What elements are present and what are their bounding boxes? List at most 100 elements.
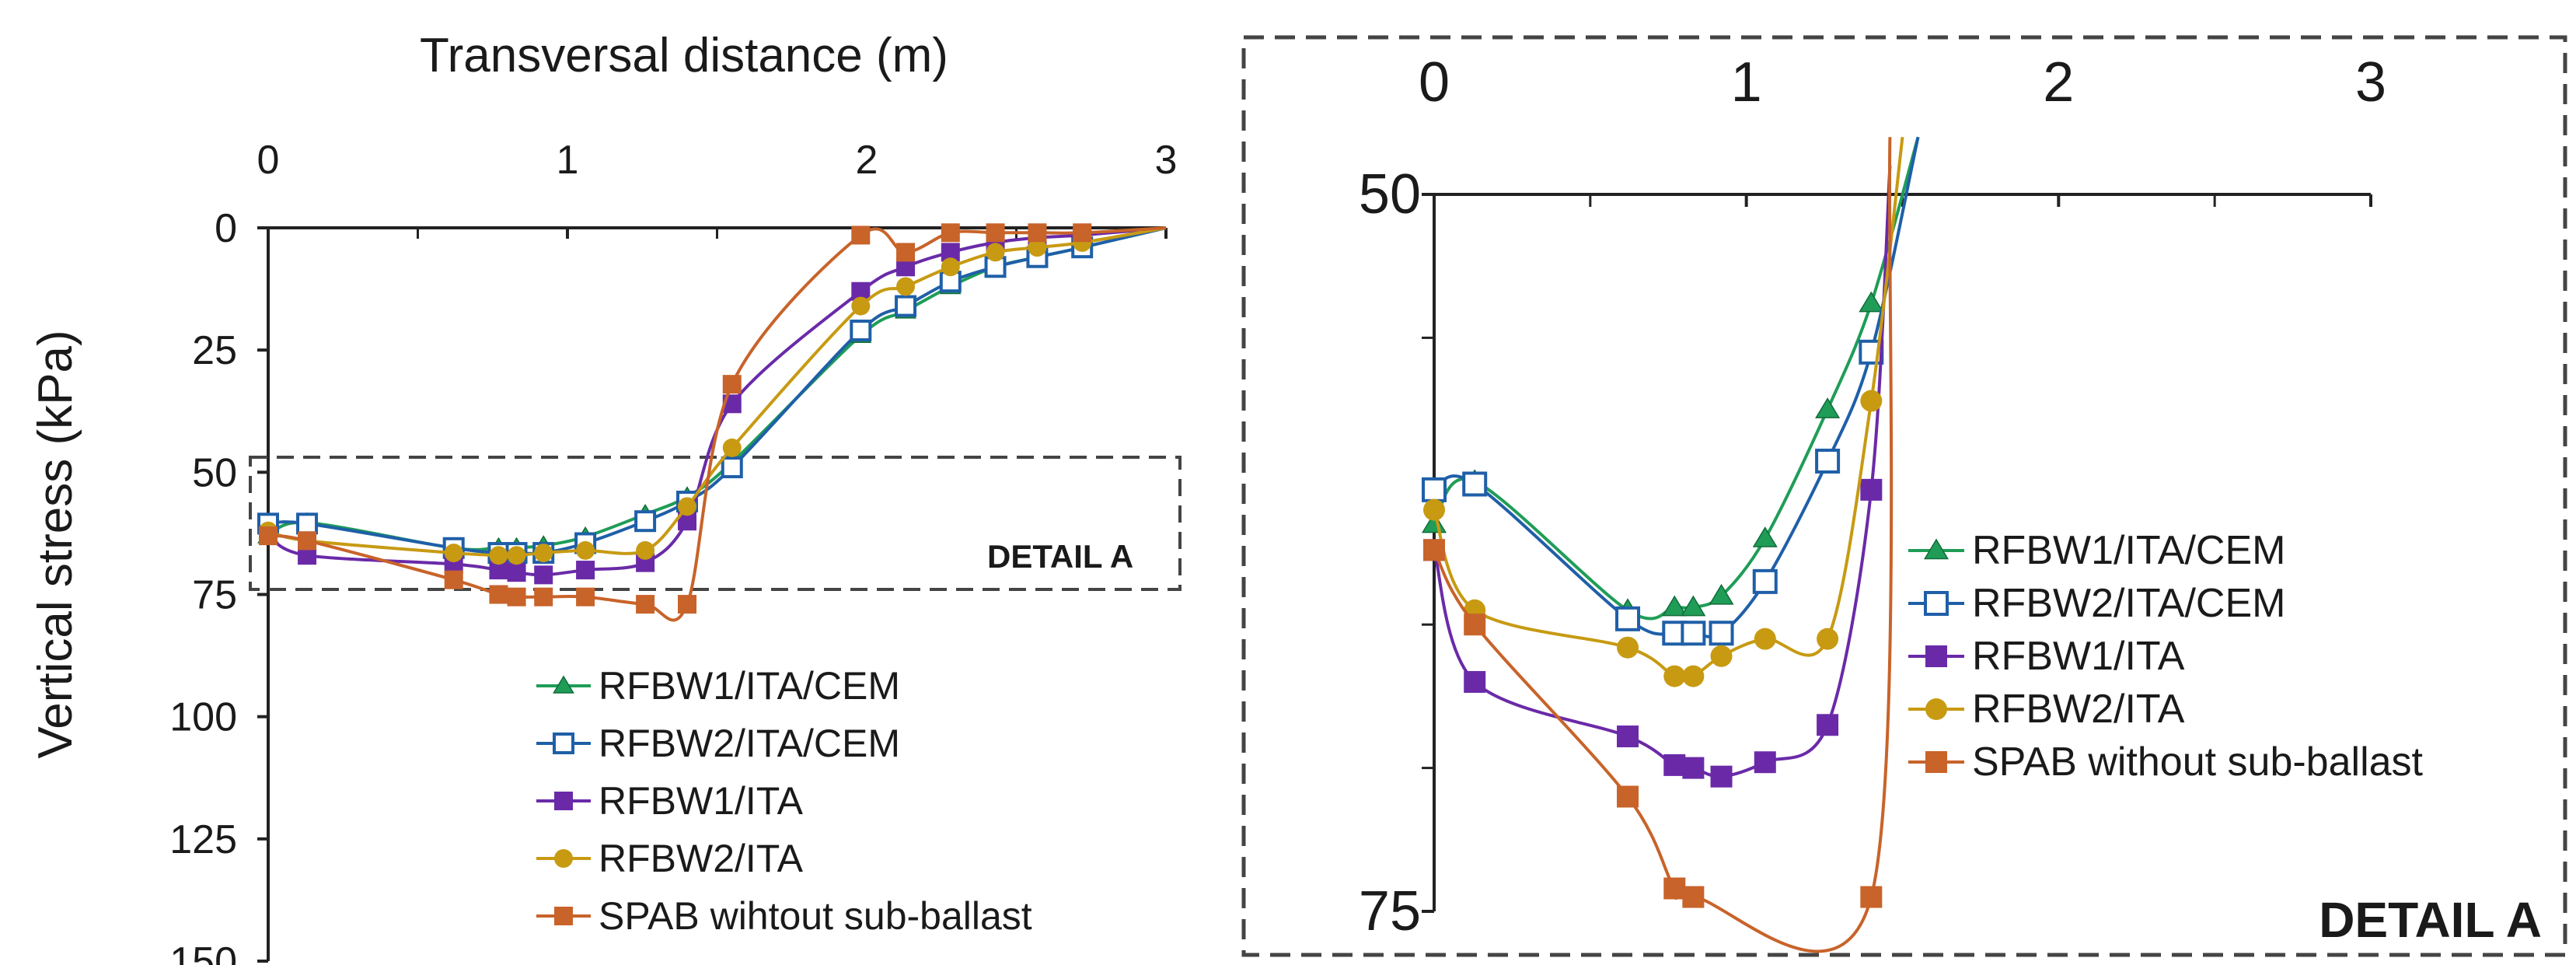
y-ticks: 0 25 50 75 100 125 150 [169,206,268,965]
data-point [1663,753,1686,776]
data-point [534,544,553,563]
data-point [678,595,696,614]
data-point [1710,645,1733,667]
data-point [507,563,526,582]
x-tick-label: 0 [1419,51,1450,114]
data-point [1682,886,1705,908]
data-point [507,587,526,607]
data-point [1682,665,1705,687]
series-rfbw1-ita-cem [257,226,1167,556]
series-line [267,226,1167,577]
legend-item: SPAB without sub-ballast [1908,739,2424,785]
y-tick-label: 25 [192,328,237,373]
legend-label: RFBW1/ITA [599,779,804,823]
data-point [722,438,742,457]
data-point [986,243,1005,262]
x-tick-label: 2 [2043,51,2074,114]
data-point [634,510,657,533]
legend-label: RFBW2/ITA/CEM [599,722,900,765]
y-axis-title: Vertical stress (kPa) [29,330,82,758]
legend-label: RFBW1/ITA/CEM [599,664,900,708]
y-tick-label: 0 [215,206,237,251]
data-point [489,546,508,565]
legend-item: RFBW1/ITA/CEM [536,664,900,708]
x-tick-label: 3 [2355,51,2386,114]
series-rfbw1-ita [1423,166,1892,788]
data-point [850,320,872,342]
data-point [1663,877,1686,900]
x-tick-label: 0 [257,138,280,183]
data-point [1709,583,1734,605]
legend-label: SPAB without sub-ballast [1972,739,2424,785]
data-point [1073,223,1092,243]
data-point [1617,785,1639,808]
x-tick-label: 2 [856,138,878,183]
data-point [444,570,463,589]
detail-a-label: DETAIL A [987,538,1133,575]
data-point [507,546,526,565]
data-point [1662,595,1688,617]
detail-frame [1241,35,2567,957]
detail-series-group [1421,136,1920,953]
y-tick-label: 100 [169,695,237,740]
full-chart: Transversal distance (m) Vertical stress… [29,29,1182,965]
legend-item: RFBW2/ITA [536,837,804,880]
data-point [576,540,595,560]
x-tick-label: 1 [1731,51,1762,114]
detail-legend: RFBW1/ITA/CEM RFBW2/ITA/CEM RFBW1/ITA RFBW2… [1908,528,2424,785]
series-line [267,226,1167,558]
data-point [1754,751,1776,774]
y-tick-label: 50 [1359,163,1421,226]
x-axis-title: Transversal distance (m) [420,29,948,82]
series-spab-wihtout-sub-ballast [259,223,1167,622]
legend-marker [1925,645,1947,667]
detail-y-ticks: 50 75 [1359,163,1434,942]
legend-label: RFBW1/ITA [1972,634,2185,679]
data-point [1681,595,1706,617]
detail-title: DETAIL A [2319,892,2542,948]
data-point [1422,477,1447,502]
data-point [636,540,655,560]
data-point [1681,621,1706,646]
legend-marker [1924,591,1949,616]
series-line [267,226,1167,551]
data-point [896,243,916,262]
data-point [1860,390,1883,412]
data-point [576,561,595,580]
data-point [1860,886,1883,908]
data-point [259,526,277,546]
y-tick-label: 150 [169,939,237,965]
data-point [296,512,319,535]
y-tick-label: 75 [1359,880,1421,942]
legend-label: RFBW2/ITA/CEM [1972,581,2285,626]
data-point [1423,539,1445,561]
series-spab-without-sub-ballast [1423,137,1894,953]
series-rfbw2-ita [1423,137,1904,687]
data-point [1754,628,1776,650]
data-point [941,223,960,243]
x-tick-label: 1 [557,138,579,183]
series-rfbw2-ita [259,226,1167,565]
legend-item: RFBW2/ITA/CEM [1908,581,2285,626]
data-point [1817,714,1839,736]
data-point [298,531,317,551]
data-point [1817,628,1839,650]
data-point [1028,223,1047,243]
series-rfbw2-ita-cem [1422,136,1920,646]
legend: RFBW1/ITA/CEM RFBW2/ITA/CEM RFBW1/ITA RFBW2… [536,664,1032,938]
series-line [267,226,1167,555]
y-tick-label: 75 [192,573,237,618]
data-point [986,223,1005,243]
legend-item: RFBW1/ITA [536,779,804,823]
data-point [534,565,553,585]
series-line [1433,137,1894,953]
legend-label: RFBW1/ITA/CEM [1972,528,2285,573]
legend-item: RFBW2/ITA [1908,687,2185,732]
data-point [1423,498,1445,521]
legend-item: SPAB wihtout sub-ballast [536,894,1032,938]
legend-marker [553,675,574,694]
data-point [1860,478,1883,501]
data-point [1617,636,1639,659]
data-point [534,587,553,607]
